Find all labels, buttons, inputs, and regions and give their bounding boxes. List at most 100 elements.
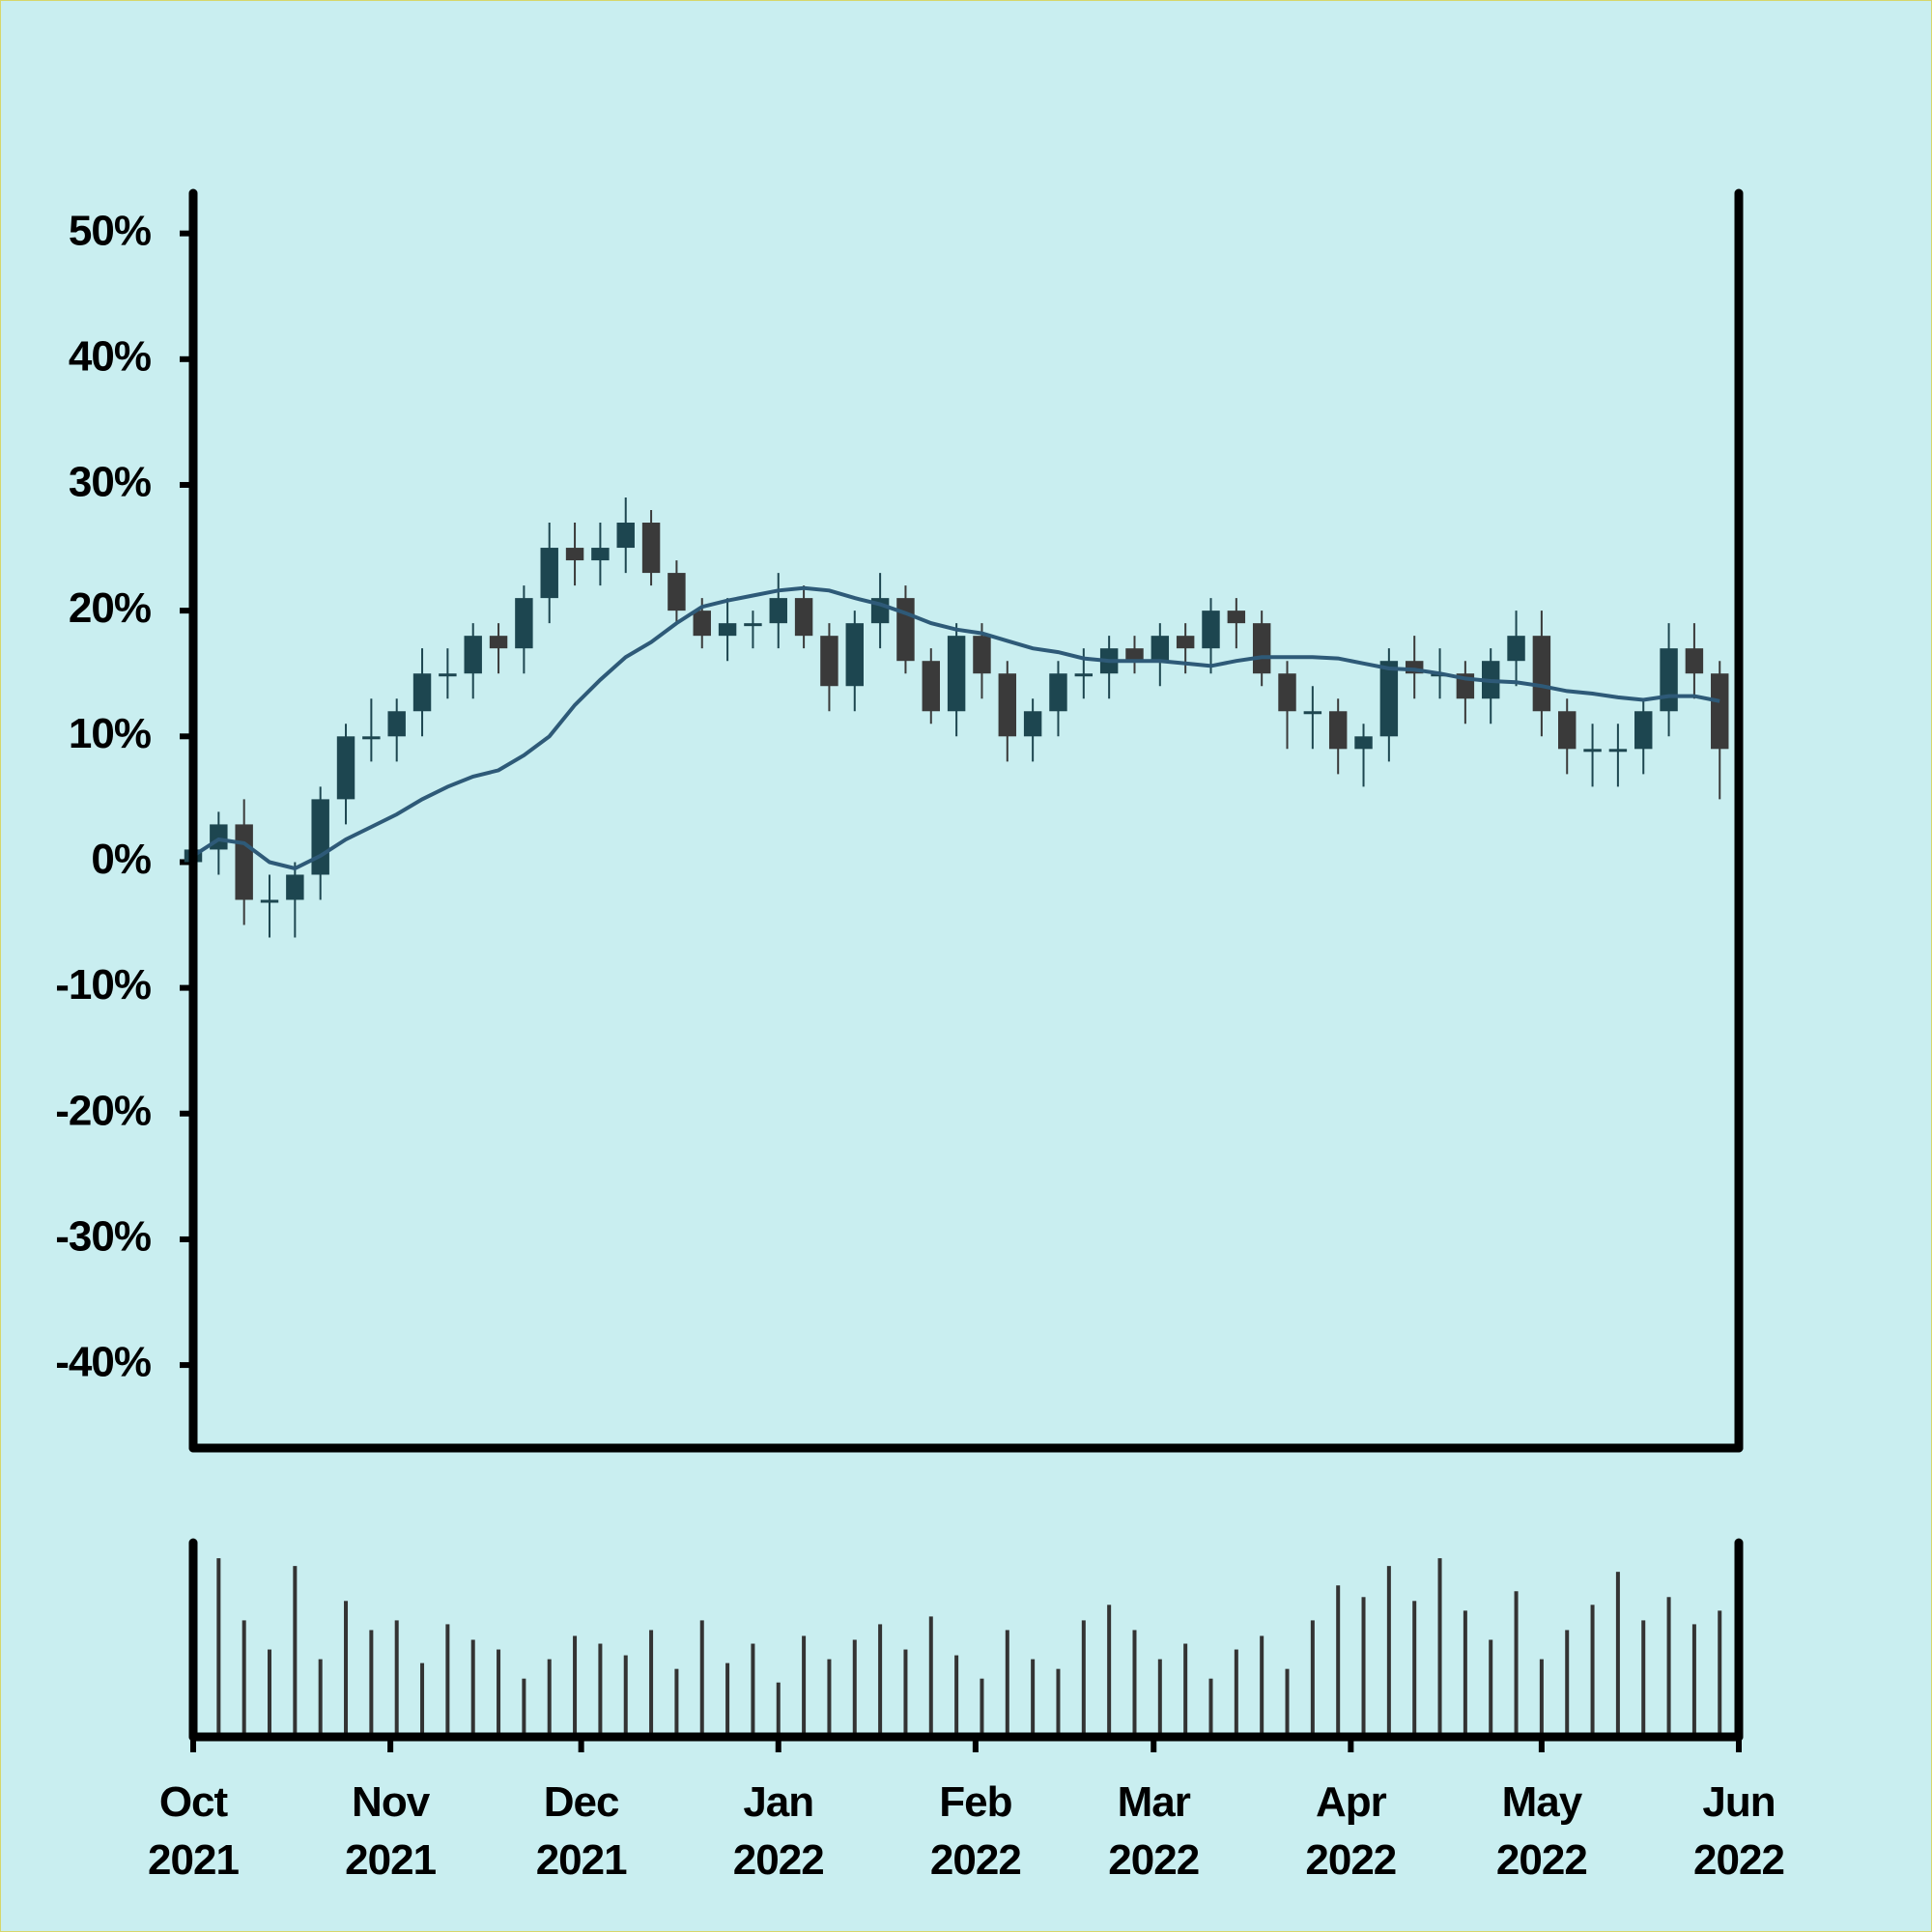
volume-bar (954, 1655, 959, 1737)
candle-body (565, 548, 584, 561)
candle-body (489, 636, 508, 649)
candle-body (1202, 611, 1220, 649)
y-tick-label: 40% (69, 332, 151, 380)
volume-bar (928, 1616, 933, 1737)
candle-body (769, 598, 787, 624)
candle-body (591, 548, 610, 561)
y-tick-label: -30% (55, 1213, 151, 1261)
candle-body (464, 636, 482, 674)
candle-body (1660, 648, 1678, 712)
volume-bar (802, 1635, 807, 1737)
x-tick-label: Jun 2022 (1693, 1778, 1785, 1884)
volume-bar (1666, 1597, 1671, 1737)
candle-body (668, 573, 686, 611)
candle-body (641, 523, 661, 574)
candle-body (1125, 648, 1144, 662)
volume-bar (1590, 1605, 1595, 1737)
volume-bar (623, 1655, 628, 1737)
x-tick-label: Feb 2022 (929, 1778, 1022, 1884)
volume-bar (318, 1659, 323, 1737)
candle-body (922, 661, 941, 712)
candle-body (1023, 711, 1042, 737)
volume-bar (1514, 1591, 1519, 1737)
y-tick-label: 30% (69, 459, 151, 506)
candle-body (973, 636, 991, 674)
candle-body (1227, 611, 1246, 624)
candle-body (1252, 623, 1271, 674)
volume-bar (1260, 1635, 1264, 1737)
volume-bar (1615, 1572, 1620, 1737)
volume-bar (725, 1662, 730, 1737)
candle-body (845, 623, 864, 687)
candle-body (515, 598, 533, 649)
volume-bar (674, 1668, 679, 1737)
candle-body (1608, 749, 1628, 753)
volume-bar (445, 1624, 450, 1737)
volume-bar (1437, 1558, 1442, 1737)
candle-body (1354, 736, 1373, 750)
candle-body (947, 636, 966, 712)
candle-body (336, 736, 355, 800)
volume-bar (293, 1566, 298, 1737)
candle-body (820, 636, 838, 687)
volume-bar (344, 1601, 349, 1737)
volume-bar (1310, 1620, 1315, 1737)
volume-bar (1056, 1668, 1061, 1737)
volume-bar (1234, 1649, 1238, 1737)
candle-body (362, 736, 381, 740)
volume-bar (1336, 1585, 1341, 1737)
volume-bar (1107, 1605, 1112, 1737)
y-tick-label: 50% (69, 207, 151, 254)
candle-body (412, 673, 432, 712)
candle-body (235, 824, 253, 900)
volume-bar (1285, 1668, 1290, 1737)
candle-body (1176, 636, 1195, 649)
candle-body (718, 623, 737, 637)
candle-body (1151, 636, 1170, 662)
candle-body (311, 799, 329, 875)
y-tick-label: 20% (69, 584, 151, 632)
candle-body (1278, 673, 1296, 712)
volume-bar (1081, 1620, 1086, 1737)
candle-body (1049, 673, 1067, 712)
volume-bar (1208, 1678, 1213, 1737)
candle-body (1685, 648, 1704, 674)
volume-bar (598, 1643, 603, 1737)
volume-bar (1005, 1630, 1009, 1737)
volume-bar (470, 1639, 475, 1737)
candle-body (1303, 711, 1322, 715)
candle-body (616, 523, 635, 549)
volume-bar (522, 1678, 526, 1737)
candle-body (896, 598, 915, 662)
candle-body (794, 598, 813, 637)
y-tick-label: -10% (55, 961, 151, 1009)
volume-bar (369, 1630, 374, 1737)
volume-bar (980, 1678, 984, 1737)
volume-bar (878, 1624, 883, 1737)
volume-bar (573, 1635, 578, 1737)
volume-bar (1691, 1624, 1696, 1737)
volume-bar (776, 1682, 781, 1737)
candle-body (1583, 749, 1602, 753)
volume-bar (903, 1649, 908, 1737)
x-tick-label: Nov 2021 (345, 1778, 437, 1884)
volume-bar (420, 1662, 425, 1737)
volume-bar (827, 1659, 832, 1737)
y-tick-label: -40% (55, 1339, 151, 1386)
x-tick-label: Jan 2022 (732, 1778, 825, 1884)
y-tick-label: 10% (69, 710, 151, 757)
volume-bar (1386, 1566, 1391, 1737)
candle-body (693, 611, 711, 637)
volume-bar (394, 1620, 399, 1737)
candle-body (1074, 673, 1094, 677)
candle-body (1532, 636, 1551, 712)
volume-bar (649, 1630, 654, 1737)
candle-body (210, 824, 228, 850)
volume-bar (1132, 1630, 1137, 1737)
candle-body (1328, 711, 1348, 750)
volume-bar (1718, 1610, 1722, 1737)
candle-body (286, 874, 304, 900)
candle-body (387, 711, 406, 737)
